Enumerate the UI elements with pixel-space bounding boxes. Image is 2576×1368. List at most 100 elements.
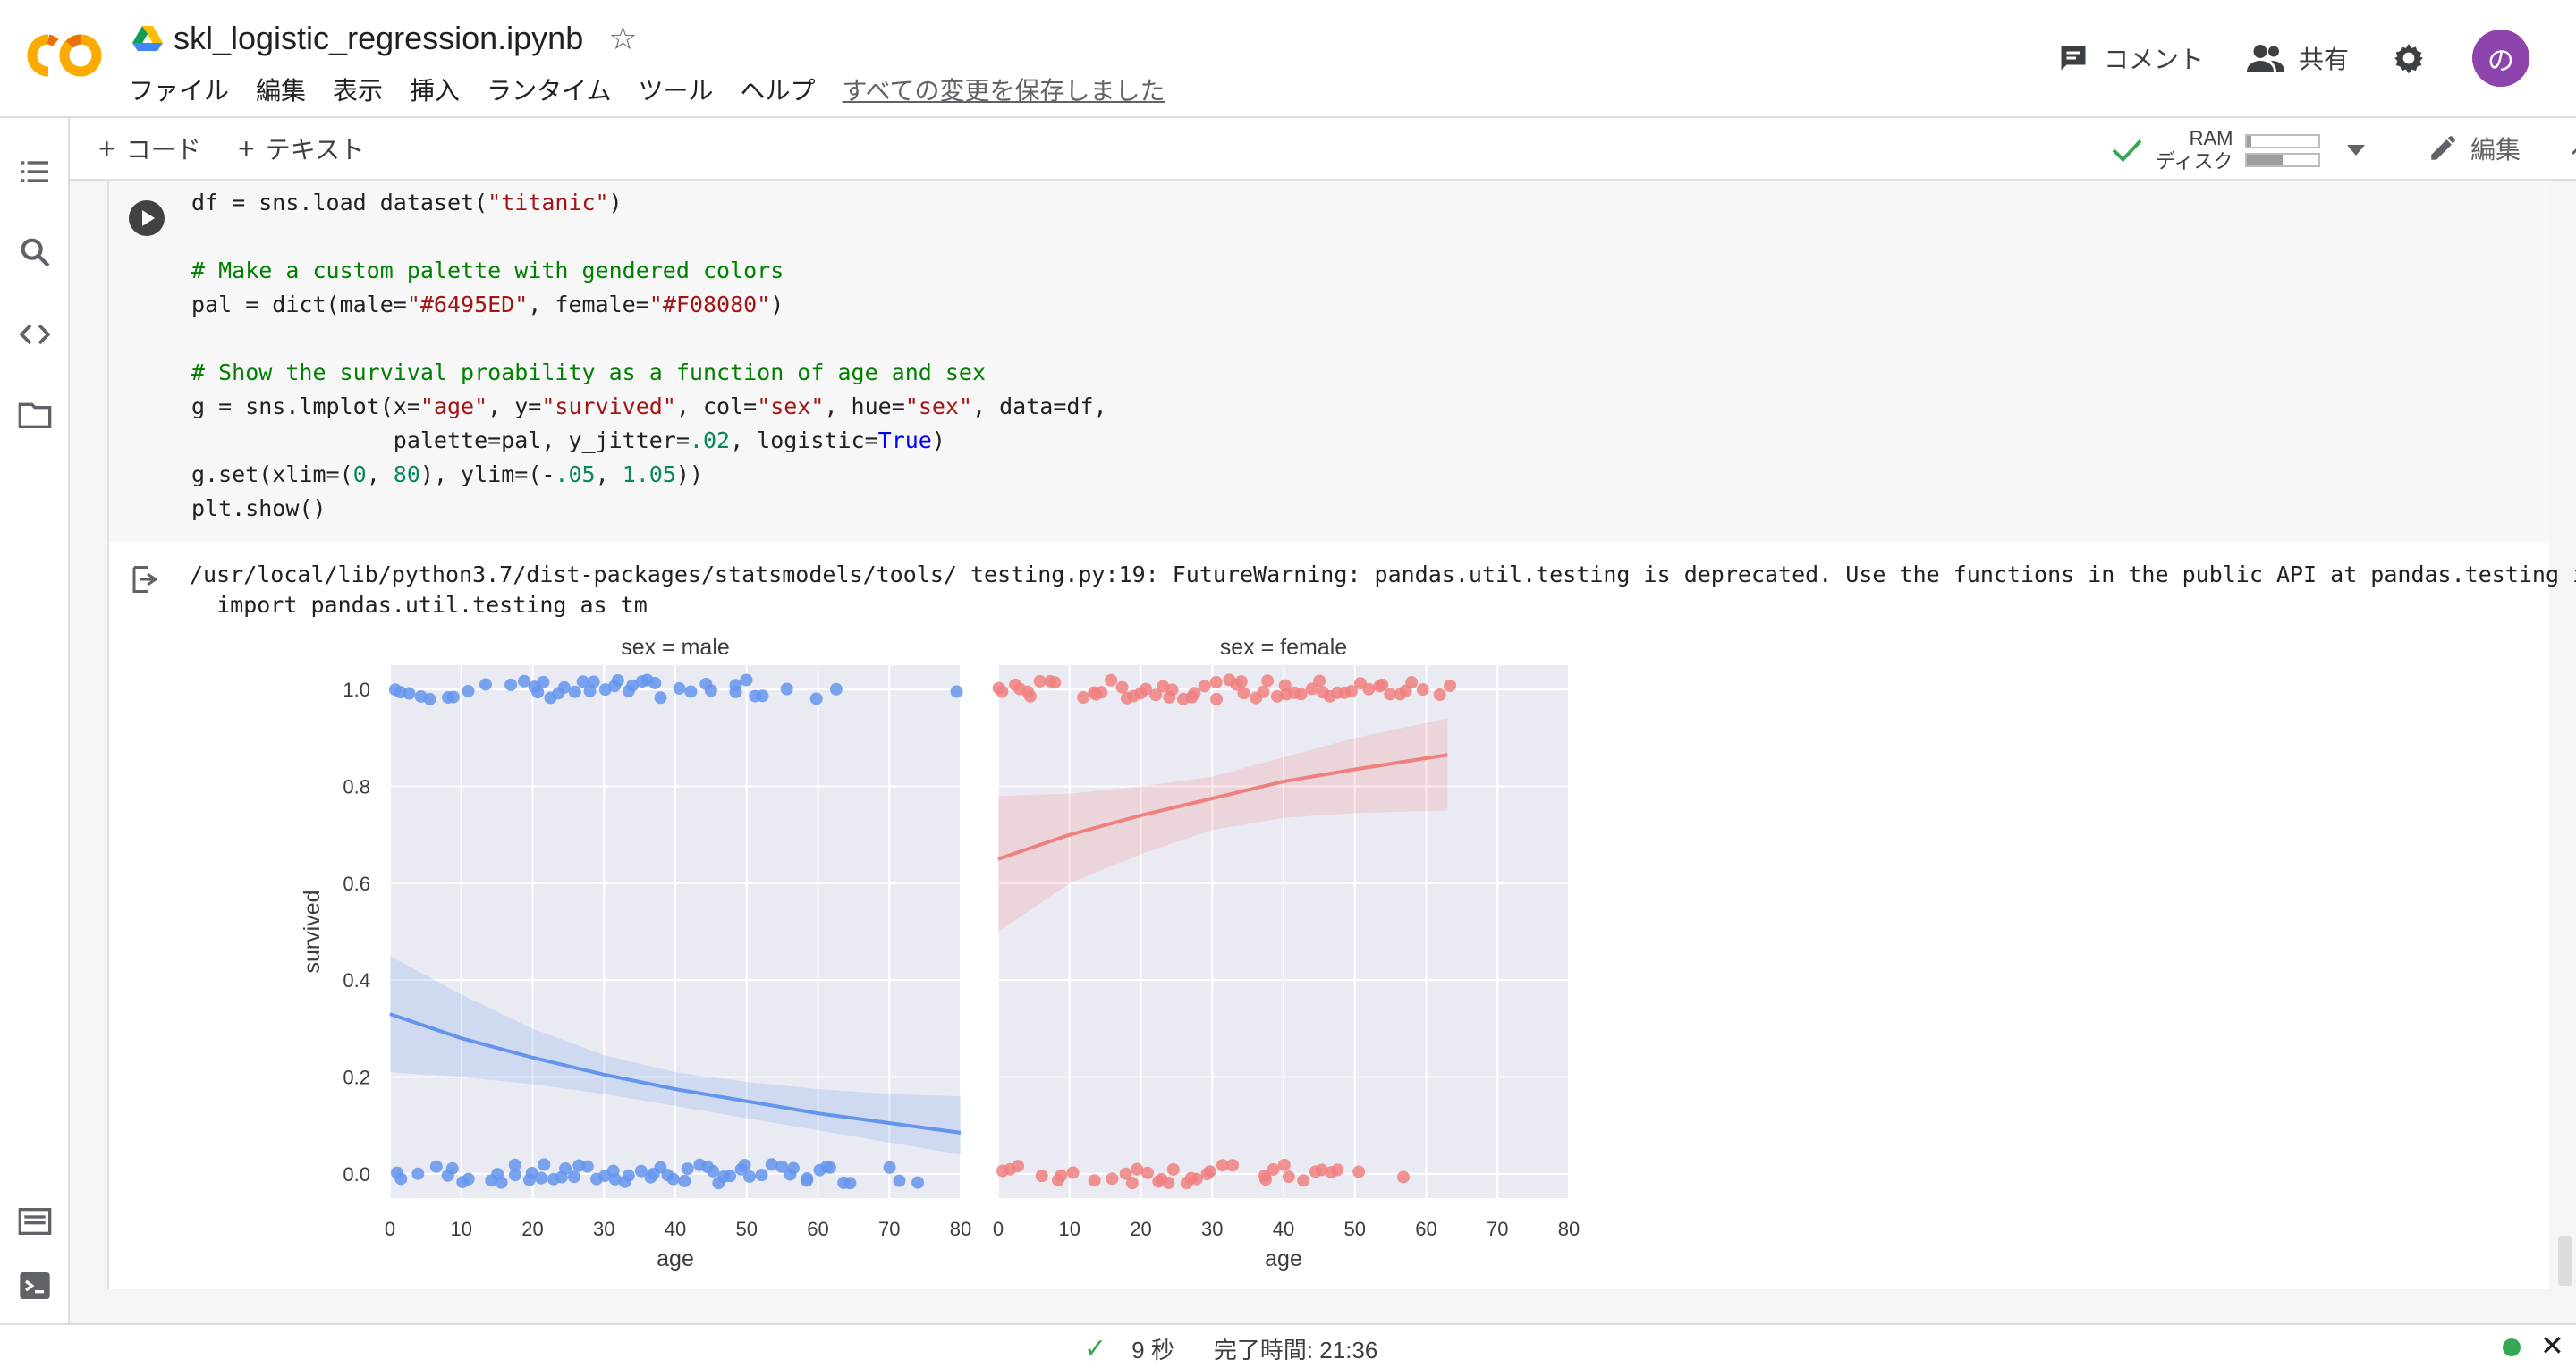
menu-tools[interactable]: ツール: [638, 77, 714, 105]
completed-time[interactable]: 完了時間: 21:36: [1213, 1337, 1378, 1364]
dropdown-arrow-icon[interactable]: [2347, 145, 2366, 156]
data-point: [567, 1170, 580, 1184]
x-tick-label: 20: [1130, 1218, 1151, 1240]
data-point: [800, 1174, 813, 1187]
data-point: [1234, 675, 1248, 688]
add-code-button[interactable]: + コード: [98, 129, 201, 168]
data-point: [622, 1169, 635, 1182]
data-point: [1259, 1173, 1273, 1186]
x-tick-label: 40: [665, 1218, 686, 1240]
data-point: [411, 1167, 425, 1180]
colab-logo-icon[interactable]: [21, 29, 107, 82]
star-icon[interactable]: ☆: [608, 20, 638, 56]
menu-edit[interactable]: 編集: [256, 77, 307, 105]
data-point: [1315, 1163, 1328, 1177]
comment-button[interactable]: コメント: [2057, 40, 2204, 76]
x-tick-label: 0: [385, 1218, 395, 1240]
y-tick-label: 0.8: [343, 775, 370, 798]
resource-monitor[interactable]: RAM ディスク: [2111, 125, 2366, 175]
x-tick-label: 30: [593, 1218, 614, 1240]
y-tick-label: 0.0: [343, 1163, 370, 1186]
data-point: [666, 1172, 680, 1186]
data-point: [743, 1170, 757, 1183]
data-point: [1297, 1174, 1310, 1187]
data-point: [446, 690, 460, 704]
data-point: [626, 679, 640, 692]
warning-line-1: /usr/local/lib/python3.7/dist-packages/s…: [190, 562, 2576, 587]
data-point: [996, 685, 1009, 698]
ram-label: RAM: [2189, 127, 2233, 149]
x-tick-label: 20: [521, 1218, 543, 1240]
data-point: [1198, 680, 1211, 693]
data-point: [1105, 673, 1118, 687]
share-label: 共有: [2298, 46, 2349, 73]
data-point: [1267, 1163, 1280, 1177]
menu-file[interactable]: ファイル: [129, 77, 230, 105]
notebook-title[interactable]: skl_logistic_regression.ipynb: [174, 20, 584, 56]
connection-status-icon[interactable]: [2503, 1338, 2521, 1356]
data-point: [1106, 1172, 1119, 1186]
x-tick-label: 30: [1201, 1218, 1223, 1240]
warning-text: /usr/local/lib/python3.7/dist-packages/s…: [190, 560, 2576, 621]
data-point: [508, 1158, 521, 1171]
code-snippets-icon[interactable]: [17, 317, 53, 352]
disk-label: ディスク: [2156, 150, 2233, 173]
chevron-up-icon[interactable]: [2571, 139, 2576, 157]
data-point: [1077, 691, 1090, 705]
data-point: [1331, 1163, 1344, 1177]
run-cell-button[interactable]: [129, 200, 165, 236]
scrollbar-thumb[interactable]: [2558, 1236, 2572, 1286]
menu-view[interactable]: 表示: [333, 77, 384, 105]
data-point: [462, 684, 475, 697]
data-point: [724, 1170, 737, 1183]
data-point: [1294, 688, 1308, 701]
save-status[interactable]: すべての変更を保存しました: [842, 77, 1165, 105]
data-point: [538, 1158, 551, 1171]
ram-bar-fill: [2247, 135, 2252, 147]
data-point: [1055, 1169, 1068, 1182]
data-point: [611, 673, 624, 687]
x-tick-label: 50: [1344, 1218, 1366, 1240]
code-editor[interactable]: df = sns.load_dataset("titanic") # Make …: [109, 181, 2549, 542]
search-icon[interactable]: [17, 234, 53, 270]
drive-icon[interactable]: [132, 25, 163, 52]
execution-duration[interactable]: 9 秒: [1131, 1337, 1174, 1364]
output-icon[interactable]: [129, 563, 161, 595]
code-cell[interactable]: df = sns.load_dataset("titanic") # Make …: [107, 181, 2576, 1289]
menu-runtime[interactable]: ランタイム: [487, 77, 612, 105]
data-point: [1362, 682, 1376, 696]
data-point: [1384, 688, 1397, 701]
share-button[interactable]: 共有: [2246, 40, 2349, 76]
data-point: [1115, 680, 1129, 694]
data-point: [462, 1172, 475, 1186]
menu-insert[interactable]: 挿入: [410, 77, 461, 105]
data-point: [1149, 688, 1163, 702]
data-point: [648, 676, 662, 689]
avatar[interactable]: の: [2472, 30, 2529, 87]
close-icon[interactable]: ✕: [2540, 1330, 2564, 1362]
table-of-contents-icon[interactable]: [17, 154, 53, 190]
data-point: [1088, 1174, 1101, 1187]
data-point: [504, 678, 518, 691]
menu-help[interactable]: ヘルプ: [740, 77, 816, 105]
settings-button[interactable]: [2392, 41, 2440, 75]
code-text[interactable]: df = sns.load_dataset("titanic") # Make …: [191, 190, 1107, 521]
data-point: [704, 684, 717, 697]
data-point: [1023, 689, 1037, 703]
data-point: [883, 1161, 896, 1174]
menu-bar: ファイル 編集 表示 挿入 ランタイム ツール ヘルプ すべての変更を保存しまし…: [129, 72, 1165, 107]
folder-icon[interactable]: [17, 397, 53, 433]
y-tick-label: 0.6: [343, 873, 370, 895]
data-point: [673, 681, 686, 695]
terminal-icon[interactable]: [17, 1268, 53, 1304]
warning-line-2: import pandas.util.testing as tm: [190, 592, 648, 618]
data-point: [429, 1160, 443, 1173]
command-palette-icon[interactable]: [17, 1203, 53, 1239]
add-text-button[interactable]: + テキスト: [238, 129, 365, 168]
data-point: [1165, 683, 1179, 697]
check-icon: ✓: [1084, 1334, 1107, 1364]
data-point: [780, 682, 793, 696]
data-point: [559, 1161, 572, 1175]
edit-button[interactable]: 編集: [2428, 129, 2521, 168]
data-point: [729, 685, 742, 698]
